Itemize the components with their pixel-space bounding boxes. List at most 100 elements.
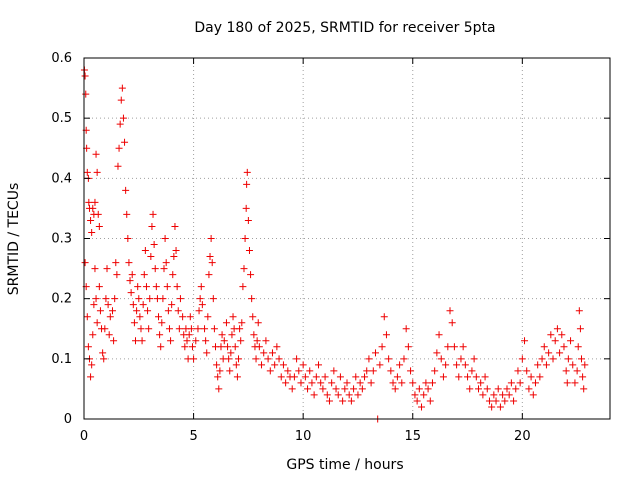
data-point [125, 259, 133, 267]
data-point [450, 343, 458, 351]
data-point [144, 307, 152, 315]
data-point [330, 367, 338, 375]
data-point [576, 325, 584, 333]
data-points [80, 66, 589, 423]
data-point [91, 265, 99, 273]
data-point [111, 295, 119, 303]
data-point [133, 307, 141, 315]
data-point [147, 253, 155, 261]
data-point [258, 361, 266, 369]
data-point [92, 295, 100, 303]
data-point [551, 337, 559, 345]
data-point [273, 343, 281, 351]
data-point [187, 325, 195, 333]
data-point [538, 355, 546, 363]
data-point [188, 343, 196, 351]
data-point [206, 253, 214, 261]
data-point [245, 247, 253, 255]
data-point [457, 355, 465, 363]
data-point [176, 295, 184, 303]
data-point [503, 385, 511, 393]
data-point [574, 343, 582, 351]
data-point [179, 313, 187, 321]
data-point [464, 373, 472, 381]
data-point [400, 355, 408, 363]
data-point [210, 325, 218, 333]
data-point [255, 343, 263, 351]
data-point [248, 295, 256, 303]
data-point [141, 247, 149, 255]
data-point [428, 379, 436, 387]
data-point [130, 319, 138, 327]
data-point [468, 367, 476, 375]
data-point [290, 373, 298, 381]
data-point [339, 397, 347, 405]
data-point [268, 349, 276, 357]
data-point [148, 222, 156, 230]
data-point [231, 343, 239, 351]
data-point [201, 325, 209, 333]
data-point [516, 379, 524, 387]
data-point [243, 180, 251, 188]
data-point [81, 72, 89, 80]
data-point [112, 259, 120, 267]
data-point [317, 379, 325, 387]
data-point [99, 349, 107, 357]
data-point [91, 198, 99, 206]
data-point [562, 367, 570, 375]
data-point [207, 235, 215, 242]
data-point [240, 265, 248, 273]
data-point [226, 367, 234, 375]
x-tick-label: 20 [514, 429, 531, 444]
data-point [560, 343, 568, 351]
data-point [185, 331, 193, 339]
data-point [243, 168, 251, 176]
data-point [146, 295, 154, 303]
data-point [488, 403, 496, 411]
data-point [190, 355, 198, 363]
data-point [404, 343, 412, 351]
data-point [345, 391, 353, 399]
data-point [523, 367, 531, 375]
data-point [95, 222, 103, 230]
data-point [556, 349, 564, 357]
data-point [446, 307, 454, 315]
data-point [123, 210, 131, 218]
data-point [171, 222, 179, 230]
data-point [105, 331, 113, 339]
data-point [84, 343, 92, 351]
x-axis-ticks: 0 5 10 15 20 [80, 58, 531, 444]
data-point [312, 373, 320, 381]
data-point [254, 319, 262, 327]
data-point [325, 397, 333, 405]
data-point [350, 385, 358, 393]
data-point [385, 355, 393, 363]
data-point [490, 391, 498, 399]
data-point [549, 355, 557, 363]
data-point [194, 325, 202, 333]
data-point [347, 397, 355, 405]
data-point [501, 397, 509, 405]
data-point [288, 385, 296, 393]
data-point [275, 355, 283, 363]
data-point [122, 186, 130, 194]
data-point [216, 367, 224, 375]
data-point [116, 120, 124, 128]
data-point [156, 331, 164, 339]
data-point [545, 349, 553, 357]
data-point [378, 343, 386, 351]
data-point [241, 235, 249, 242]
data-point [431, 367, 439, 375]
data-point [81, 259, 89, 267]
data-point [237, 337, 245, 345]
data-point [117, 96, 125, 104]
data-point [162, 259, 170, 267]
data-point [115, 144, 123, 152]
data-point [175, 325, 183, 333]
data-point [363, 367, 371, 375]
data-point [444, 343, 452, 351]
data-point [85, 198, 93, 206]
data-point [540, 343, 548, 351]
data-point [277, 373, 285, 381]
data-point [483, 385, 491, 393]
